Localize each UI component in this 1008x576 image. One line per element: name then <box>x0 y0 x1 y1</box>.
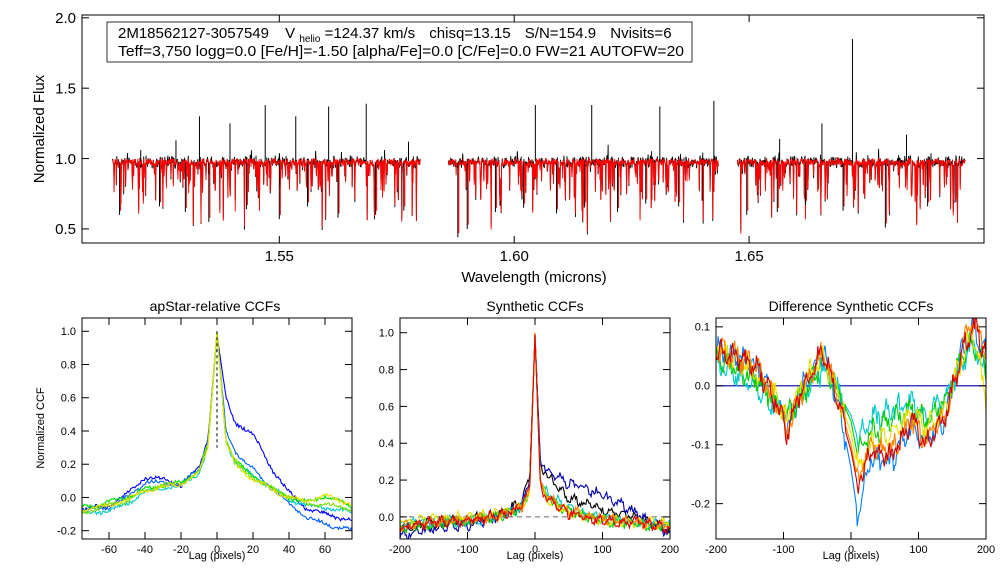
synthetic-ccf-frame <box>399 317 671 540</box>
synthetic-ccf-ytick-label: 0.6 <box>379 401 394 413</box>
difference-ccf-xlabel: Lag (pixels) <box>823 550 880 562</box>
synthetic-ccf-xtick-label: 200 <box>661 544 679 556</box>
spectrum-xtick-label: 1.60 <box>500 248 529 265</box>
vhelio-label: V <box>285 25 295 42</box>
spectrum-ytick-label: 1.0 <box>55 151 76 168</box>
info-box <box>106 21 693 63</box>
spectrum-xlabel: Wavelength (microns) <box>461 269 606 286</box>
difference-ccf-xtick-label: 200 <box>977 544 995 556</box>
apstar-ccf-title: apStar-relative CCFs <box>150 298 281 314</box>
synthetic-ccf-xlabel: Lag (pixels) <box>507 550 564 562</box>
difference-ccf-traces <box>716 318 986 527</box>
synthetic-ccf-xtick-label: 0 <box>532 544 538 556</box>
difference-ccf-ticks: -200 -100 0 100 200 -0.2 -0.1 0.0 0.1 <box>691 318 995 556</box>
synthetic-ccf-ytick-label: 0.8 <box>379 364 394 376</box>
apstar-ccf-ytick-label: 0.4 <box>61 426 76 438</box>
vhelio-subscript: helio <box>299 34 321 45</box>
apstar-ccf-xtick-label: -40 <box>137 544 153 556</box>
difference-ccf-xtick-label: 100 <box>909 544 927 556</box>
synthetic-ccf-visit-4-line <box>400 334 670 530</box>
model-spectrum-segment <box>112 157 421 228</box>
spectrum-traces <box>112 38 966 238</box>
spectrum-ylabel: Normalized Flux <box>31 74 48 183</box>
observed-spectrum-segment <box>447 144 719 235</box>
apstar-ccf-ytick-label: -0.2 <box>57 526 76 538</box>
apstar-ccf-xtick-label: 60 <box>319 544 331 556</box>
nvisits-value: Nvisits=6 <box>610 25 671 42</box>
info-line-2: Teff=3,750 logg=0.0 [Fe/H]=-1.50 [alpha/… <box>118 44 684 60</box>
difference-ccf-title: Difference Synthetic CCFs <box>769 298 934 314</box>
model-spectrum-segment <box>447 157 720 232</box>
synthetic-ccf-visit-6-line <box>400 334 670 534</box>
spectrum-ytick-label: 2.0 <box>55 10 76 27</box>
spectrum-panel: 1.55 1.60 1.65 0.5 1.0 1.5 2.0 2M18562127-3057… <box>31 10 985 286</box>
apstar-ccf-xtick-label: 40 <box>283 544 295 556</box>
synthetic-ccf-xtick-label: -100 <box>456 544 478 556</box>
spectrum-ticks: 1.55 1.60 1.65 0.5 1.0 1.5 2.0 <box>55 10 984 265</box>
apstar-ccf-xtick-label: -20 <box>173 544 189 556</box>
apstar-ccf-ytick-label: 1.0 <box>61 326 76 338</box>
chisq-value: chisq=13.15 <box>429 25 510 42</box>
apstar-ccf-xtick-label: -60 <box>101 544 117 556</box>
apstar-ccf-panel: apStar-relative CCFs -60 -40 -20 0 20 40 60 -0.… <box>35 298 353 562</box>
synthetic-ccf-ytick-label: 0.4 <box>379 438 394 450</box>
synthetic-ccf-traces <box>400 332 670 539</box>
synthetic-ccf-visit-1-line <box>400 334 670 539</box>
difference-ccf-xtick-label: -100 <box>772 544 794 556</box>
synthetic-ccf-visit-5-line <box>400 332 670 533</box>
difference-ccf-visit-3-line <box>716 330 986 457</box>
difference-ccf-ytick-label: 0.1 <box>695 322 710 334</box>
apstar-ccf-xlabel: Lag (pixels) <box>189 550 246 562</box>
apstar-ccf-ytick-label: 0.8 <box>61 359 76 371</box>
spectrum-xtick-label: 1.55 <box>265 248 294 265</box>
difference-ccf-xtick-label: 0 <box>848 544 854 556</box>
apstar-ccf-xtick-label: 20 <box>247 544 259 556</box>
apstar-ccf-ticks: -60 -40 -20 0 20 40 60 -0.2 0.0 0.2 0.4 0.6 0.8 1.0 <box>57 318 352 556</box>
difference-ccf-xtick-label: -200 <box>705 544 727 556</box>
difference-ccf-ytick-label: -0.2 <box>691 498 710 510</box>
synthetic-ccf-xtick-label: 100 <box>593 544 611 556</box>
apstar-ccf-ytick-label: 0.6 <box>61 393 76 405</box>
apstar-ccf-xtick-label: 0 <box>214 544 220 556</box>
apstar-ccf-ylabel: Normalized CCF <box>35 387 47 469</box>
synthetic-ccf-xtick-label: -200 <box>389 544 411 556</box>
spectrum-ytick-label: 1.5 <box>55 80 76 97</box>
spectrum-ytick-label: 0.5 <box>55 221 76 238</box>
apstar-ccf-visit-4-line <box>82 332 352 510</box>
difference-ccf-series-group <box>716 318 986 527</box>
model-spectrum-segment <box>736 157 966 234</box>
synthetic-ccf-ytick-label: 0.2 <box>379 475 394 487</box>
difference-ccf-panel: Difference Synthetic CCFs -200 -100 0 100 20… <box>691 298 995 562</box>
difference-ccf-visit-5-line <box>716 318 986 482</box>
vhelio-value: =124.37 km/s <box>325 25 415 42</box>
difference-ccf-frame <box>715 317 987 540</box>
apstar-ccf-ytick-label: 0.0 <box>61 492 76 504</box>
synthetic-ccf-panel: Synthetic CCFs -200 -100 0 100 200 0.0 0.2 0.4 0… <box>379 298 679 562</box>
info-line-1: 2M18562127-3057549 V helio =124.37 km/s … <box>118 25 672 46</box>
synthetic-ccf-ticks: -200 -100 0 100 200 0.0 0.2 0.4 0.6 0.8 1.0 <box>379 318 679 556</box>
apstar-ccf-visit-5-line <box>82 331 352 515</box>
star-id: 2M18562127-3057549 <box>118 25 269 42</box>
apstar-ccf-ytick-label: 0.2 <box>61 459 76 471</box>
apstar-ccf-traces <box>82 331 352 531</box>
synthetic-ccf-ytick-label: 1.0 <box>379 328 394 340</box>
difference-ccf-ytick-label: 0.0 <box>695 381 710 393</box>
difference-ccf-visit-6-line <box>716 318 986 494</box>
apstar-ccf-series-group <box>82 331 352 531</box>
spectrum-frame <box>81 14 985 244</box>
synthetic-ccf-visit-3-line <box>400 334 670 535</box>
synthetic-ccf-model-line <box>400 336 670 536</box>
snr-value: S/N=154.9 <box>525 25 596 42</box>
difference-ccf-ytick-label: -0.1 <box>691 440 710 452</box>
synthetic-ccf-ytick-label: 0.0 <box>379 512 394 524</box>
synthetic-ccf-title: Synthetic CCFs <box>486 298 583 314</box>
synthetic-ccf-series-group <box>400 332 670 539</box>
spectrum-xtick-label: 1.65 <box>735 248 764 265</box>
synthetic-ccf-visit-2-line <box>400 334 670 531</box>
